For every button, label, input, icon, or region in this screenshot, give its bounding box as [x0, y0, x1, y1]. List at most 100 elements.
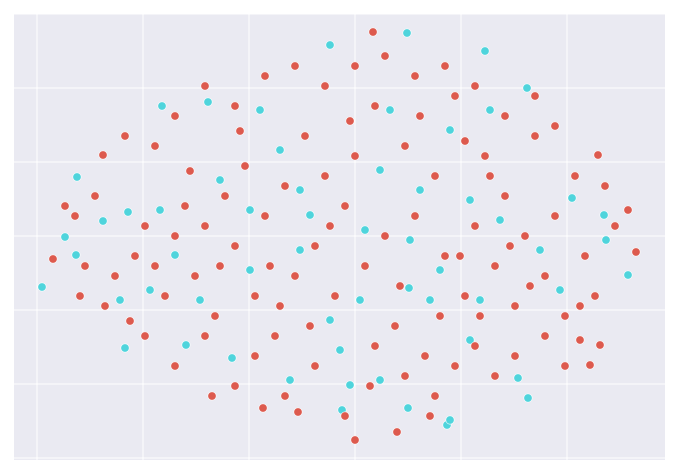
point	[440, 61, 450, 71]
point	[170, 250, 180, 260]
point	[560, 361, 570, 371]
point	[260, 71, 270, 81]
point	[430, 391, 440, 401]
point	[540, 271, 550, 281]
point	[575, 301, 585, 311]
point	[340, 201, 350, 211]
point	[505, 241, 515, 251]
point	[510, 301, 520, 311]
point	[360, 225, 370, 235]
point	[480, 46, 490, 56]
point	[530, 131, 540, 141]
point	[90, 191, 100, 201]
point	[465, 335, 475, 345]
point	[37, 282, 47, 292]
point	[495, 215, 505, 225]
point	[520, 231, 530, 241]
point	[98, 216, 108, 226]
point	[150, 141, 160, 151]
point	[355, 295, 365, 305]
point	[522, 83, 532, 93]
point	[330, 291, 340, 301]
point	[258, 403, 268, 413]
point	[310, 361, 320, 371]
point	[410, 71, 420, 81]
point	[325, 221, 335, 231]
point	[400, 371, 410, 381]
point	[410, 211, 420, 221]
point	[380, 51, 390, 61]
point	[580, 251, 590, 261]
point	[170, 231, 180, 241]
point	[430, 171, 440, 181]
point	[170, 361, 180, 371]
point	[210, 311, 220, 321]
point	[285, 375, 295, 385]
point	[265, 261, 275, 271]
point	[350, 61, 360, 71]
point	[404, 283, 414, 293]
point	[60, 232, 70, 242]
point	[600, 181, 610, 191]
point	[370, 101, 380, 111]
point	[290, 271, 300, 281]
point	[145, 285, 155, 295]
point	[400, 141, 410, 151]
point	[150, 261, 160, 271]
point	[140, 331, 150, 341]
point	[365, 381, 375, 391]
point	[207, 391, 217, 401]
point	[435, 311, 445, 321]
point	[295, 185, 305, 195]
point	[623, 205, 633, 215]
point	[125, 316, 135, 326]
point	[415, 111, 425, 121]
point	[320, 171, 330, 181]
point	[500, 191, 510, 201]
point	[320, 81, 330, 91]
point	[485, 105, 495, 115]
point	[470, 341, 480, 351]
point	[480, 151, 490, 161]
point	[293, 407, 303, 417]
point	[470, 81, 480, 91]
point	[181, 340, 191, 350]
point	[190, 271, 200, 281]
point	[80, 261, 90, 271]
point	[510, 351, 520, 361]
point	[631, 247, 641, 257]
point	[75, 291, 85, 301]
point	[395, 281, 405, 291]
point	[325, 315, 335, 325]
point	[567, 193, 577, 203]
point	[245, 205, 255, 215]
point	[345, 380, 355, 390]
point	[540, 331, 550, 341]
point	[420, 351, 430, 361]
point	[425, 295, 435, 305]
point	[375, 375, 385, 385]
point	[601, 235, 611, 245]
point	[115, 295, 125, 305]
point	[310, 241, 320, 251]
point	[325, 40, 335, 50]
point	[60, 201, 70, 211]
point	[513, 373, 523, 383]
point	[305, 210, 315, 220]
point	[230, 101, 240, 111]
point	[120, 131, 130, 141]
point	[295, 245, 305, 255]
point	[360, 261, 370, 271]
point	[475, 295, 485, 305]
point	[385, 105, 395, 115]
point	[300, 131, 310, 141]
point	[490, 371, 500, 381]
point	[402, 28, 412, 38]
point	[220, 191, 230, 201]
point	[250, 291, 260, 301]
point	[335, 345, 345, 355]
point	[185, 166, 195, 176]
point	[120, 343, 130, 353]
point	[230, 241, 240, 251]
